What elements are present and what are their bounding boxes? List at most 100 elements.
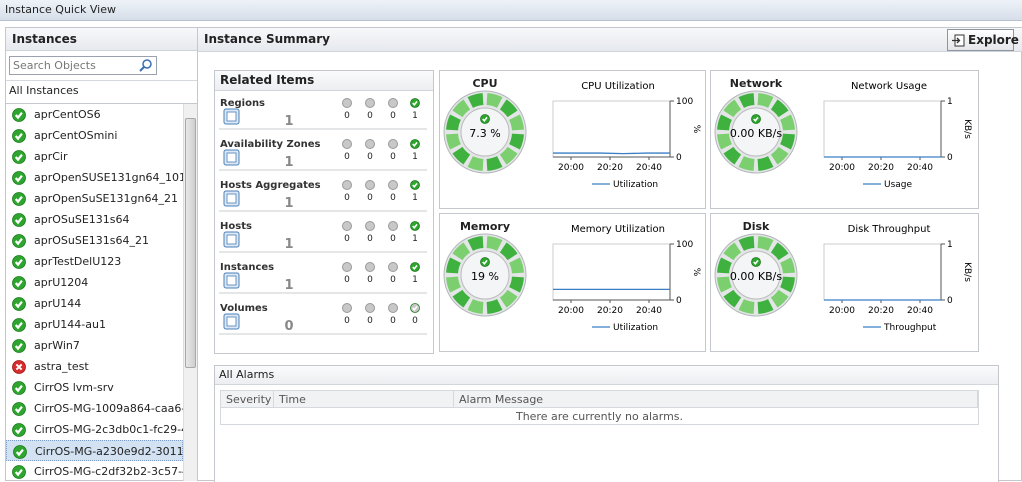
status-icon xyxy=(342,180,352,190)
box-title: All Alarms xyxy=(219,368,275,381)
gauge-segment xyxy=(452,242,471,261)
graphic xyxy=(12,381,26,395)
status-count: 0 xyxy=(390,193,396,203)
status-count: 0 xyxy=(344,152,350,162)
check xyxy=(482,259,488,266)
graphic xyxy=(12,213,26,227)
gauge-segment xyxy=(780,114,795,131)
instance-name: CirrOS-MG-2c3db0c1-fc29-479 xyxy=(34,423,183,436)
status-count: 0 xyxy=(390,234,396,244)
instance-item[interactable]: aprCentOS6 xyxy=(6,104,183,125)
graphic: 7.3 % CPU Utilization 0 100% 20:00 20:20 20:40… xyxy=(443,81,701,190)
check xyxy=(14,280,23,288)
column-header[interactable]: Time xyxy=(274,391,454,408)
x-tick-label: 20:40 xyxy=(636,163,662,173)
box-header: All Alarms xyxy=(215,366,998,385)
graphic xyxy=(12,297,26,311)
related-name: Regions xyxy=(220,98,266,109)
status-icon xyxy=(365,139,375,149)
instance-name: aprOSuSE131s64 xyxy=(34,213,130,226)
instance-name: aprU144-au1 xyxy=(34,318,106,331)
x-tick-label: 20:20 xyxy=(868,306,894,316)
gauge-segment xyxy=(717,133,732,150)
y-unit: % xyxy=(691,268,701,277)
check xyxy=(14,301,23,309)
summary-panel: Instance Summary Explore Related Items Regi… xyxy=(198,27,1022,482)
instance-item[interactable]: aprCentOSmini xyxy=(6,125,183,146)
chart-title: Disk Throughput xyxy=(848,224,931,235)
instance-item[interactable]: aprU1204 xyxy=(6,272,183,293)
instance-item[interactable]: aprU144 xyxy=(6,293,183,314)
instance-item[interactable]: aprU144-au1 xyxy=(6,314,183,335)
graphic xyxy=(13,445,27,459)
status-icon xyxy=(342,139,352,149)
check xyxy=(14,406,23,414)
status-count: 0 xyxy=(390,152,396,162)
scroll-thumb[interactable] xyxy=(185,118,196,368)
gauge-segment xyxy=(446,276,461,293)
explore-button[interactable]: Explore xyxy=(947,29,1019,51)
gauge-segment xyxy=(757,236,774,251)
instance-item[interactable]: aprOSuSE131s64 xyxy=(6,209,183,230)
gauge-segment xyxy=(486,236,503,251)
y-tick-label: 0 xyxy=(947,296,953,306)
instance-item[interactable]: aprTestDelU123 xyxy=(6,251,183,272)
status-icon xyxy=(388,221,398,231)
instance-name: aprCir xyxy=(34,150,68,163)
instance-name: CirrOS lvm-srv xyxy=(34,381,114,394)
gauge-segment xyxy=(738,156,755,171)
check xyxy=(412,141,418,148)
instance-item[interactable]: aprCir xyxy=(6,146,183,167)
check xyxy=(412,100,418,107)
instance-name: aprTestDelU123 xyxy=(34,255,122,268)
status-count: 0 xyxy=(344,316,350,326)
graphic xyxy=(12,339,26,353)
instance-item[interactable]: CirrOS-MG-1009a864-caa6-41c xyxy=(6,398,183,419)
gauge-segment xyxy=(467,93,484,108)
gauge-segment xyxy=(452,146,471,165)
gauge-segment xyxy=(723,99,742,118)
scrollbar[interactable] xyxy=(183,104,197,481)
graphic xyxy=(12,276,26,290)
instance-item[interactable]: CirrOS lvm-srv xyxy=(6,377,183,398)
gauge-segment xyxy=(486,93,503,108)
column-header[interactable]: Alarm Message xyxy=(454,391,978,408)
gauge-segment xyxy=(717,276,732,293)
x-tick-label: 20:40 xyxy=(907,306,933,316)
gauge-segment xyxy=(723,146,742,165)
search-box[interactable]: Search Objects xyxy=(9,56,157,75)
graphic xyxy=(219,180,427,212)
graphic xyxy=(139,59,152,72)
instance-item[interactable]: astra_test xyxy=(6,356,183,377)
instance-item[interactable]: aprWin7 xyxy=(6,335,183,356)
column-header[interactable]: Severity xyxy=(221,391,274,408)
item-icon xyxy=(226,275,237,286)
related-name: Availability Zones xyxy=(220,139,321,150)
status-count: 1 xyxy=(412,152,418,162)
gauge-segment xyxy=(770,146,789,165)
search-placeholder: Search Objects xyxy=(13,59,96,72)
instance-item[interactable]: CirrOS-MG-2c3db0c1-fc29-479 xyxy=(6,419,183,440)
instance-item[interactable]: aprOSuSE131s64_21 xyxy=(6,230,183,251)
check xyxy=(14,343,23,351)
metric-panel: Disk 0.00 KB/s Disk Throughput 0 1 KB/s 20:00 2… xyxy=(710,213,979,352)
x-tick-label: 20:20 xyxy=(597,163,623,173)
instance-item[interactable]: CirrOS-MG-c2df32b2-3c57-44b xyxy=(6,461,183,481)
graphic xyxy=(12,192,26,206)
related-name: Instances xyxy=(220,262,275,273)
series-line xyxy=(553,152,670,155)
status-count: 0 xyxy=(344,111,350,121)
all-instances[interactable]: All Instances xyxy=(9,84,79,97)
graphic xyxy=(12,360,26,374)
explore-icon xyxy=(952,37,961,44)
instance-item[interactable]: aprOpenSUSE131gn64_101 xyxy=(6,167,183,188)
instance-item[interactable]: aprOpenSuSE131gn64_21 xyxy=(6,188,183,209)
panel-header: Instances xyxy=(6,28,197,51)
instance-item[interactable]: CirrOS-MG-a230e9d2-3011-4c3 xyxy=(6,440,183,461)
instance-name: aprOSuSE131s64_21 xyxy=(34,234,150,247)
gauge-segment xyxy=(738,299,755,314)
chart-title: CPU Utilization xyxy=(581,81,655,92)
gauge-segment xyxy=(509,276,524,293)
y-tick-label: 0 xyxy=(947,153,953,163)
